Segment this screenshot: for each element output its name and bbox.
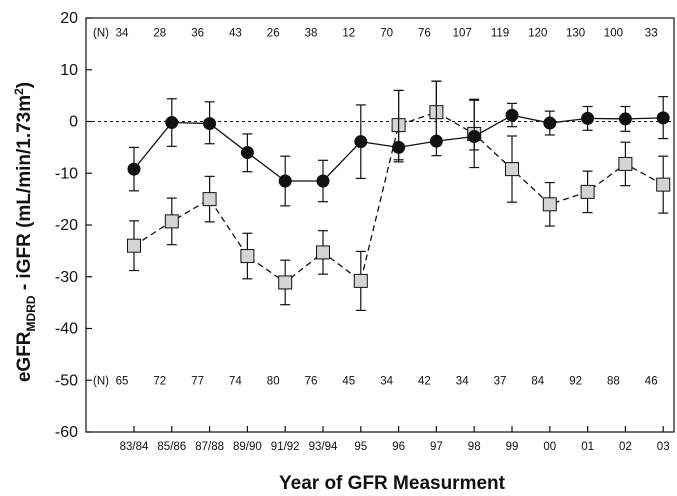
top-count-label: 100 [604,27,623,39]
data-point-circle [354,135,368,149]
top-count-label: 26 [267,27,280,39]
top-count-label: 76 [418,27,431,39]
bottom-count-label: 76 [305,375,318,387]
top-count-label: 107 [453,27,472,39]
top-count-label: 70 [380,27,393,39]
data-point-square [316,245,330,260]
y-tick-label: 20 [60,10,78,27]
y-axis-title: eGFRMDRD - iGFR (mL/min/1.73m2) [12,82,38,382]
data-point-square [278,275,293,290]
data-point-circle [165,116,179,130]
x-tick-label: 95 [354,441,367,453]
data-point-square [127,238,141,253]
x-tick-label: 02 [619,441,632,453]
x-tick-label: 96 [392,441,405,453]
y-axis-title-main: eGFR [14,331,35,382]
bottom-count-label: 34 [456,375,469,387]
series-circle [127,80,670,207]
y-tick-label: -40 [55,321,78,338]
data-point-square [505,162,519,177]
data-point-circle [618,112,632,126]
x-tick-label: 01 [581,441,594,453]
x-tick-label: 91/92 [271,441,300,453]
data-point-square [542,197,557,212]
data-point-square [656,177,671,192]
data-point-circle [429,134,443,148]
data-point-square [580,184,595,199]
series-square [127,80,671,311]
top-count-label: 34 [116,27,129,39]
bottom-count-label: 84 [531,375,544,387]
bottom-count-label: 45 [342,375,355,387]
data-point-circle [392,140,406,154]
x-tick-label: 87/88 [195,441,224,453]
top-count-label: 119 [491,27,509,39]
bottom-count-label: 42 [418,375,431,387]
y-tick-label: 10 [60,62,78,79]
data-point-square [202,192,217,207]
data-point-square [240,249,255,264]
y-axis-title-rest: - iGFR (mL/min/1.73m [14,95,35,296]
data-point-circle [203,117,217,131]
top-count-label: 36 [191,27,204,39]
bottom-count-label: 92 [569,375,582,387]
series-line [133,111,664,284]
data-point-circle [581,111,595,125]
x-tick-label: 85/86 [157,441,186,453]
x-tick-label: 97 [430,441,443,453]
y-tick-label: 0 [69,114,78,131]
y-axis-title-end: ) [14,82,35,88]
data-point-circle [127,162,141,176]
data-point-square [353,273,368,288]
y-axis-title-subscript: MDRD [24,295,38,331]
y-tick-label: -20 [55,217,78,234]
data-point-circle [467,130,481,144]
n-label-bottom: (N) [93,375,109,387]
y-tick-label: -60 [55,424,78,441]
bottom-count-label: 88 [607,375,620,387]
data-point-square [618,156,633,171]
bottom-count-label: 80 [267,375,280,387]
bottom-count-label: 65 [116,375,129,387]
top-count-label: 130 [566,27,585,39]
n-label-top: (N) [93,27,109,39]
data-point-circle [240,146,254,160]
data-point-circle [543,116,557,130]
x-tick-label: 00 [543,441,556,453]
data-point-circle [505,108,519,122]
bottom-count-label: 34 [380,375,393,387]
data-point-circle [278,174,292,188]
bottom-count-label: 72 [153,375,166,387]
bottom-count-label: 74 [229,375,242,387]
y-axis-title-superscript: 2 [12,88,26,95]
top-count-label: 33 [645,27,658,39]
top-count-label: 38 [305,27,318,39]
top-count-label: 120 [528,27,547,39]
x-tick-label: 99 [506,441,519,453]
top-count-label: 28 [153,27,166,39]
bottom-count-label: 46 [645,375,658,387]
x-tick-label: 98 [468,441,481,453]
top-count-label: 43 [229,27,242,39]
x-tick-label: 93/94 [309,441,338,453]
x-axis-title: Year of GFR Measurment [279,473,506,494]
x-tick-label: 03 [657,441,670,453]
x-tick-label: 83/84 [120,441,149,453]
y-tick-label: -30 [55,269,78,286]
data-point-square [164,214,179,229]
data-point-circle [316,174,330,188]
top-count-label: 12 [342,27,355,39]
bottom-count-label: 77 [191,375,204,387]
svg-text:eGFRMDRD - iGFR (mL/min/1.73m2: eGFRMDRD - iGFR (mL/min/1.73m2) [12,82,38,382]
x-tick-label: 89/90 [233,441,262,453]
y-tick-label: -10 [55,165,78,182]
y-tick-label: -50 [55,372,78,389]
bottom-count-label: 37 [494,375,507,387]
data-point-circle [656,111,670,125]
